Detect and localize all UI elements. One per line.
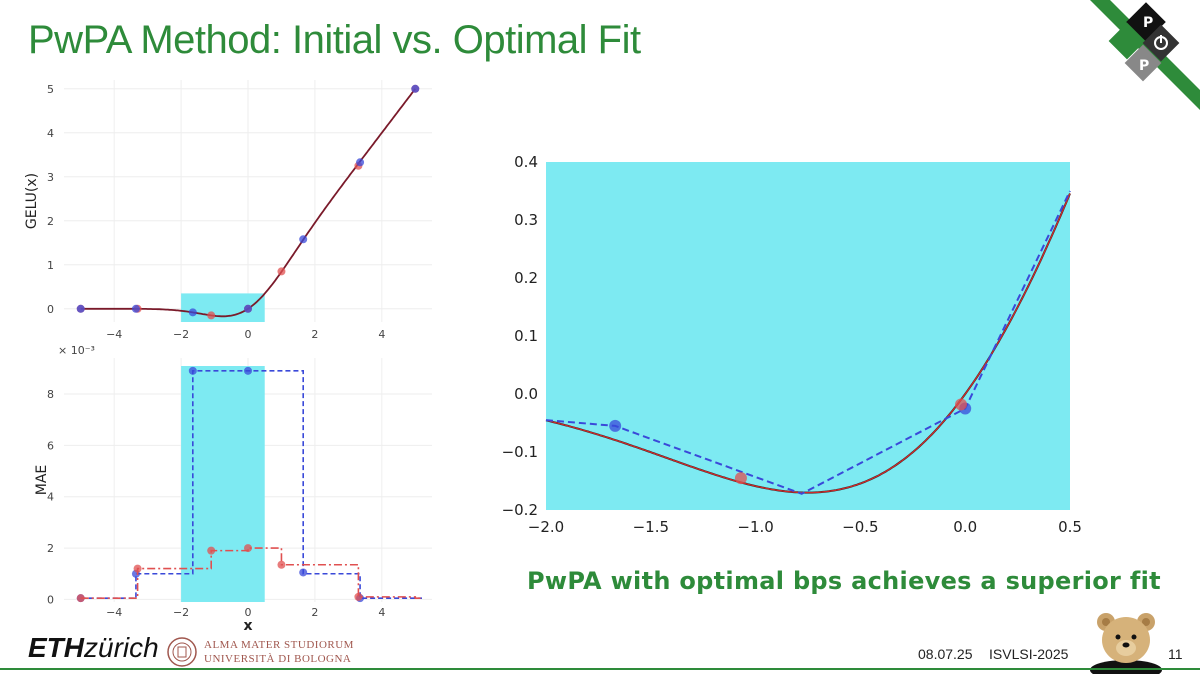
teddy-bear-icon	[1090, 613, 1162, 674]
x-tick-label: −4	[106, 328, 122, 341]
blue-breakpoint	[299, 235, 308, 244]
bologna-line1: ALMA MATER STUDIORUM	[204, 639, 354, 651]
gelu-curve-red	[545, 193, 1071, 494]
footer-divider	[0, 668, 1200, 670]
y-tick-label: 2	[47, 215, 54, 228]
y-tick-label: 0	[47, 303, 54, 316]
blue-mae-point	[244, 366, 252, 375]
logo-letter-top: P	[1143, 15, 1153, 31]
x-tick-label: −1.5	[633, 518, 669, 536]
blue-breakpoint	[411, 84, 420, 93]
red-mae-point	[354, 592, 363, 601]
x-axis-label: x	[243, 618, 252, 630]
y-tick-label: 0	[47, 593, 54, 606]
x-tick-label: 0	[245, 328, 252, 341]
blue-breakpoint	[609, 419, 622, 432]
y-tick-label: 5	[47, 83, 54, 96]
x-tick-label: −0.5	[842, 518, 878, 536]
y-tick-label: −0.2	[502, 501, 538, 519]
bologna-seal-icon	[167, 637, 197, 667]
y-tick-label: 0.3	[514, 211, 538, 229]
x-tick-label: 0	[245, 606, 252, 619]
ppp-logo: P P	[1090, 0, 1200, 110]
red-mae-point	[76, 594, 85, 603]
eth-logo-bold: ETH	[28, 632, 84, 663]
y-tick-label: 4	[47, 491, 54, 504]
x-tick-label: 0.0	[953, 518, 977, 536]
highlight-region	[181, 366, 265, 602]
red-mae-point	[277, 560, 286, 569]
y-tick-label: −0.1	[502, 443, 538, 461]
bologna-logo: ALMA MATER STUDIORUM UNIVERSITÀ DI BOLOG…	[166, 634, 354, 670]
scale-label: × 10⁻³	[58, 344, 95, 357]
x-tick-label: −2	[173, 606, 189, 619]
red-mae-point	[244, 544, 252, 553]
x-tick-label: −2.0	[528, 518, 564, 536]
y-axis-label: GELU(x)	[24, 173, 40, 229]
blue-pwpa-line	[545, 190, 1071, 495]
slide-caption: PwPA with optimal bps achieves a superio…	[527, 567, 1161, 595]
blue-breakpoint	[76, 304, 85, 313]
x-tick-label: −1.0	[737, 518, 773, 536]
y-tick-label: 0.2	[514, 269, 538, 287]
gelu-chart: 0 1 2 3 4 5 −4 −2 0 2 4 GELU(x)	[24, 80, 432, 341]
red-mae-point	[207, 546, 216, 555]
blue-breakpoint	[131, 304, 140, 313]
bologna-line2: UNIVERSITÀ DI BOLOGNA	[204, 653, 352, 665]
red-breakpoint	[277, 267, 286, 276]
page-number: 11	[1168, 646, 1183, 662]
red-breakpoint	[734, 472, 747, 485]
zoom-chart: 0.4 0.3 0.2 0.1 0.0 −0.1 −0.2−2.0 −1.5 −1.0 −0.5 0…	[502, 153, 1082, 536]
footer-conference: ISVLSI-2025	[989, 646, 1069, 662]
x-tick-label: 0.5	[1058, 518, 1082, 536]
y-tick-label: 4	[47, 127, 54, 140]
blue-breakpoint	[188, 308, 197, 317]
x-tick-label: −2	[173, 328, 189, 341]
blue-mae-point	[188, 366, 197, 375]
y-tick-label: 3	[47, 171, 54, 184]
logo-letter-bottom: P	[1139, 58, 1149, 74]
red-mae-point	[133, 564, 142, 573]
y-tick-label: 2	[47, 542, 54, 555]
y-axis-label: MAE	[34, 465, 50, 496]
highlight-region	[546, 162, 1070, 510]
red-breakpoint	[955, 398, 968, 411]
y-tick-label: 1	[47, 259, 54, 272]
y-tick-label: 0.1	[514, 327, 538, 345]
red-mae-step	[80, 547, 422, 599]
y-tick-label: 0.0	[514, 385, 538, 403]
y-tick-label: 0.4	[514, 153, 538, 171]
y-tick-label: 6	[47, 439, 54, 452]
slide-title: PwPA Method: Initial vs. Optimal Fit	[28, 18, 641, 62]
eth-logo: ETHzürich	[28, 632, 159, 664]
blue-breakpoint	[356, 158, 365, 167]
blue-mae-step	[80, 370, 422, 599]
mae-chart: 0 2 4 6 8 −4 −2 0 2 4 × 10⁻³ MAE x	[34, 344, 432, 630]
eth-logo-rest: zürich	[84, 632, 159, 663]
red-breakpoint	[207, 311, 216, 320]
x-tick-label: 2	[311, 328, 318, 341]
x-tick-label: 4	[378, 328, 385, 341]
x-tick-label: −4	[106, 606, 122, 619]
y-tick-label: 8	[47, 388, 54, 401]
highlight-region	[181, 293, 265, 322]
x-tick-label: 4	[378, 606, 385, 619]
footer-date: 08.07.25	[918, 646, 973, 662]
blue-breakpoint	[244, 304, 252, 313]
blue-mae-point	[299, 568, 308, 577]
x-tick-label: 2	[311, 606, 318, 619]
